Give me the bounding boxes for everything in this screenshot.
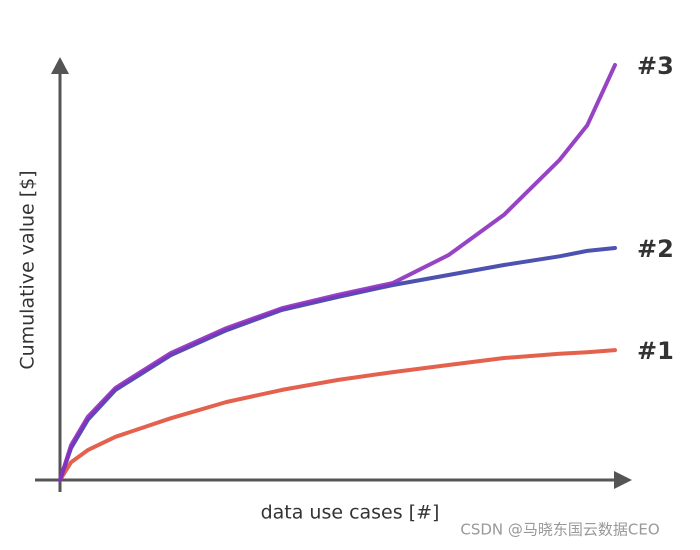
- series-label: #1: [637, 337, 674, 365]
- x-axis-arrow: [614, 471, 632, 489]
- series-line: [58, 348, 617, 482]
- series-label: #2: [637, 235, 674, 263]
- y-axis-arrow: [51, 57, 69, 74]
- watermark: CSDN @马晓东国云数据CEO: [460, 521, 659, 539]
- series-label: #3: [637, 52, 674, 80]
- series-line: [58, 63, 617, 482]
- x-axis-label: data use cases [#]: [261, 502, 440, 524]
- y-axis-label: Cumulative value [$]: [17, 170, 39, 369]
